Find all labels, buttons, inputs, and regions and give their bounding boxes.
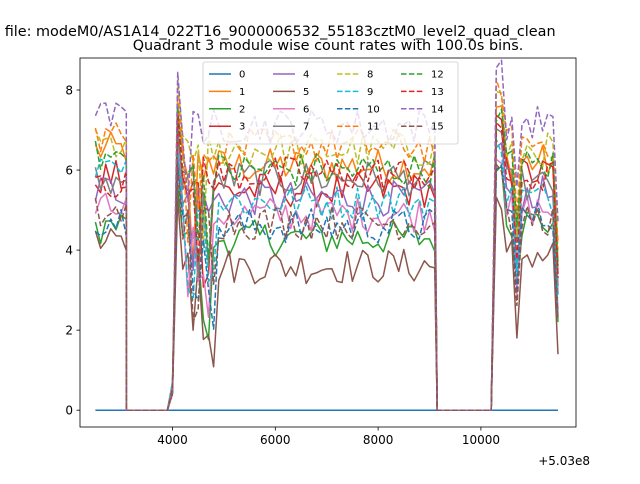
x-tick-label-10000: 10000 [462, 433, 500, 447]
figure-suptitle: n file: modeM0/AS1A14_022T16_9000006532_… [0, 24, 556, 40]
legend-label-2: 2 [239, 104, 245, 115]
chart-title: Quadrant 3 module wise count rates with … [133, 38, 524, 54]
legend-label-4: 4 [303, 70, 309, 81]
y-tick-label-0: 0 [65, 404, 73, 418]
legend-label-14: 14 [431, 104, 444, 115]
legend-label-5: 5 [303, 87, 309, 98]
y-tick-label-6: 6 [65, 164, 73, 178]
x-offset-label: +5.03e8 [538, 454, 590, 468]
legend-label-0: 0 [239, 70, 245, 81]
x-tick-label-4000: 4000 [157, 433, 188, 447]
legend-label-7: 7 [303, 122, 309, 133]
legend-label-15: 15 [431, 122, 444, 133]
legend-label-11: 11 [367, 122, 380, 133]
plot-area [94, 59, 559, 411]
legend-label-8: 8 [367, 70, 373, 81]
legend-label-13: 13 [431, 87, 444, 98]
x-tick-label-6000: 6000 [260, 433, 291, 447]
y-tick-label-2: 2 [65, 324, 73, 338]
y-tick-label-4: 4 [65, 244, 73, 258]
series-line-15 [94, 162, 559, 411]
axes-frame [79, 57, 577, 428]
legend-label-3: 3 [239, 122, 245, 133]
legend-label-10: 10 [367, 104, 380, 115]
legend-label-9: 9 [367, 87, 373, 98]
legend-label-12: 12 [431, 70, 444, 81]
legend-frame [202, 61, 459, 145]
axis-ticks: 4000 6000 8000 10000 0 2 4 6 8 [65, 84, 500, 447]
legend-label-6: 6 [303, 104, 309, 115]
y-tick-label-8: 8 [65, 84, 73, 98]
legend-label-1: 1 [239, 87, 245, 98]
x-tick-label-8000: 8000 [363, 433, 394, 447]
